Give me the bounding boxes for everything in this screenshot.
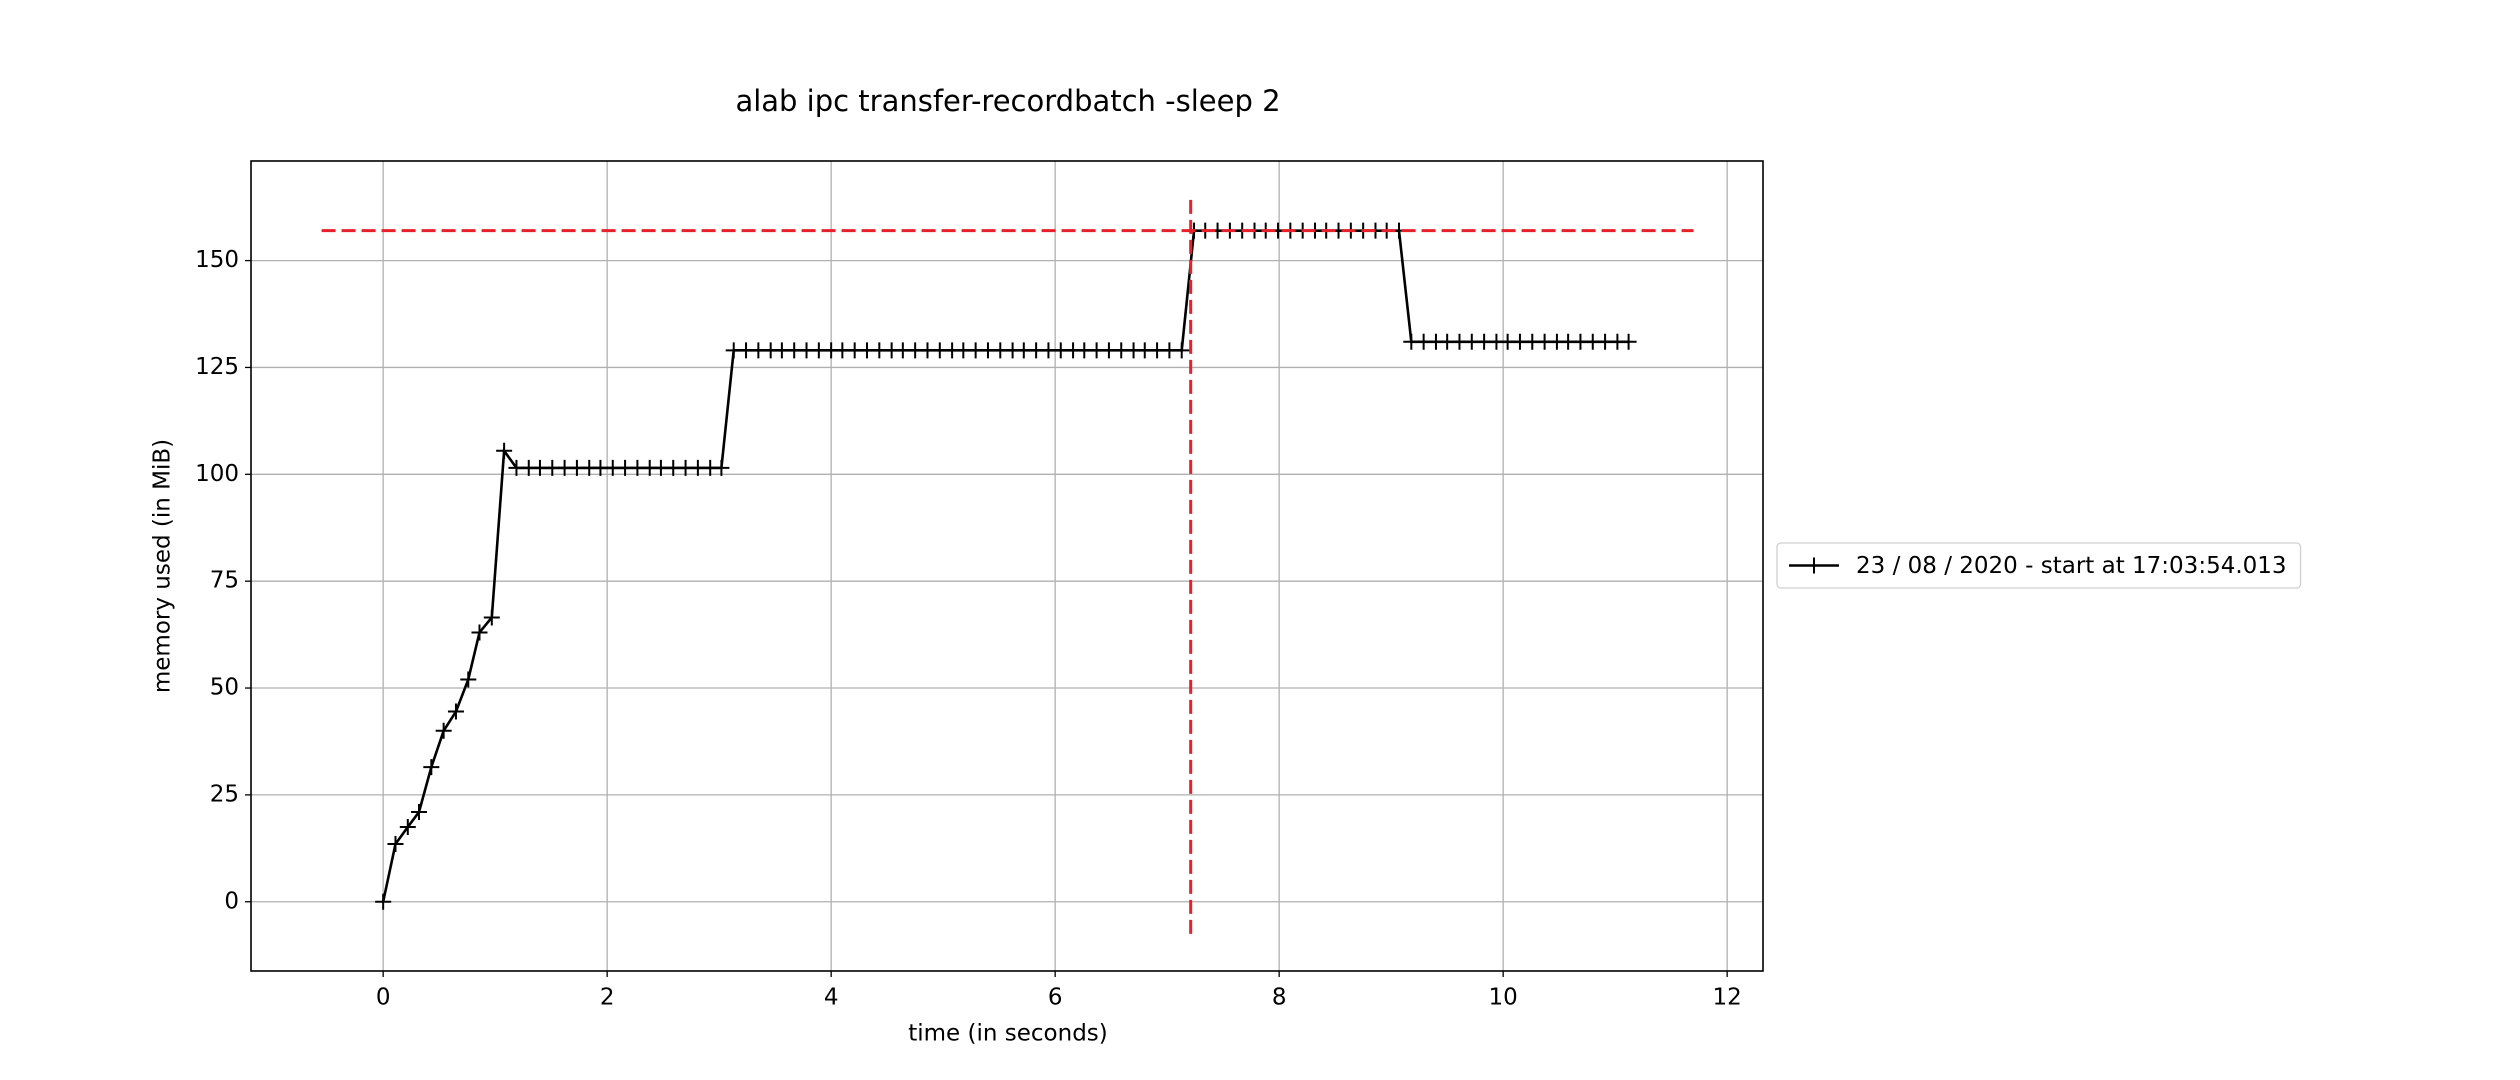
y-tick-label: 50: [210, 675, 239, 701]
point-marker: [483, 609, 500, 626]
legend-label: 23 / 08 / 2020 - start at 17:03:54.013: [1856, 553, 2287, 579]
point-marker: [387, 836, 404, 853]
y-tick-label: 25: [210, 781, 239, 807]
legend: 23 / 08 / 2020 - start at 17:03:54.013: [1776, 542, 2302, 589]
point-marker: [1173, 342, 1190, 359]
point-marker: [375, 893, 392, 910]
point-marker: [496, 442, 513, 459]
x-tick-label: 2: [600, 985, 615, 1011]
point-marker: [399, 818, 416, 835]
x-tick-label: 8: [1272, 985, 1287, 1011]
x-axis-label: time (in seconds): [908, 1021, 1108, 1047]
x-tick-label: 12: [1713, 985, 1742, 1011]
point-marker: [435, 722, 452, 739]
x-tick-label: 6: [1048, 985, 1063, 1011]
y-tick-label: 150: [195, 247, 239, 273]
x-tick-label: 4: [824, 985, 839, 1011]
point-marker: [713, 459, 730, 476]
y-axis-label: memory used (in MiB): [150, 439, 176, 693]
y-tick-label: 75: [210, 568, 239, 594]
y-tick-label: 125: [195, 354, 239, 380]
plot-area: [321, 199, 1694, 934]
point-marker: [447, 703, 464, 720]
chart-title: alab ipc transfer-recordbatch -sleep 2: [735, 84, 1280, 118]
axes-frame: [250, 160, 1764, 972]
point-marker: [1620, 333, 1637, 350]
y-tick-label: 0: [224, 888, 239, 914]
point-marker: [460, 671, 477, 688]
point-marker: [411, 803, 427, 820]
x-tick-label: 0: [376, 985, 391, 1011]
point-marker: [423, 759, 440, 776]
legend-box: [1776, 542, 2302, 589]
y-tick-label: 100: [195, 461, 239, 487]
x-tick-label: 10: [1489, 985, 1518, 1011]
legend-marker: [1806, 557, 1822, 574]
point-marker: [471, 624, 488, 641]
